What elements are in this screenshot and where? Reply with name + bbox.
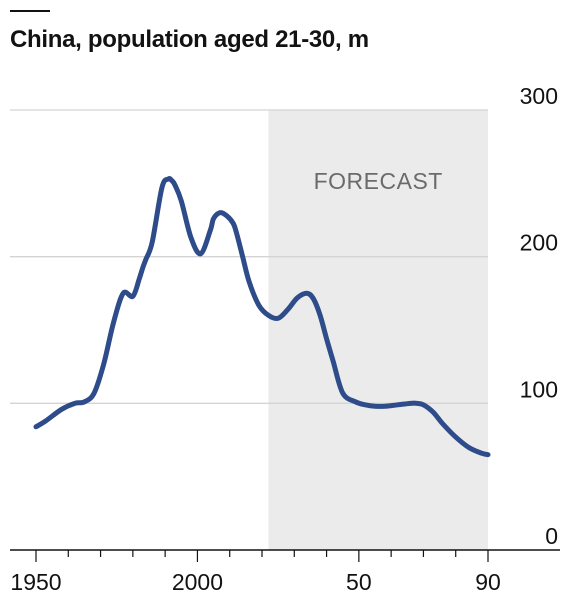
chart-title: China, population aged 21-30, m: [10, 26, 369, 53]
y-tick-label-200: 200: [520, 230, 558, 256]
y-tick-label-100: 100: [520, 376, 558, 402]
x-tick-label-2000: 2000: [172, 569, 223, 595]
forecast-label: FORECAST: [314, 168, 443, 194]
title-rule: [10, 10, 50, 12]
forecast-region: [268, 110, 488, 550]
series-line-0: [33, 176, 491, 458]
x-tick-label-2050: 50: [346, 569, 372, 595]
x-tick-label-2090: 90: [475, 569, 501, 595]
x-tick-label-1950: 1950: [10, 569, 61, 595]
y-tick-label-0: 0: [545, 523, 558, 549]
y-tick-label-300: 300: [520, 83, 558, 109]
